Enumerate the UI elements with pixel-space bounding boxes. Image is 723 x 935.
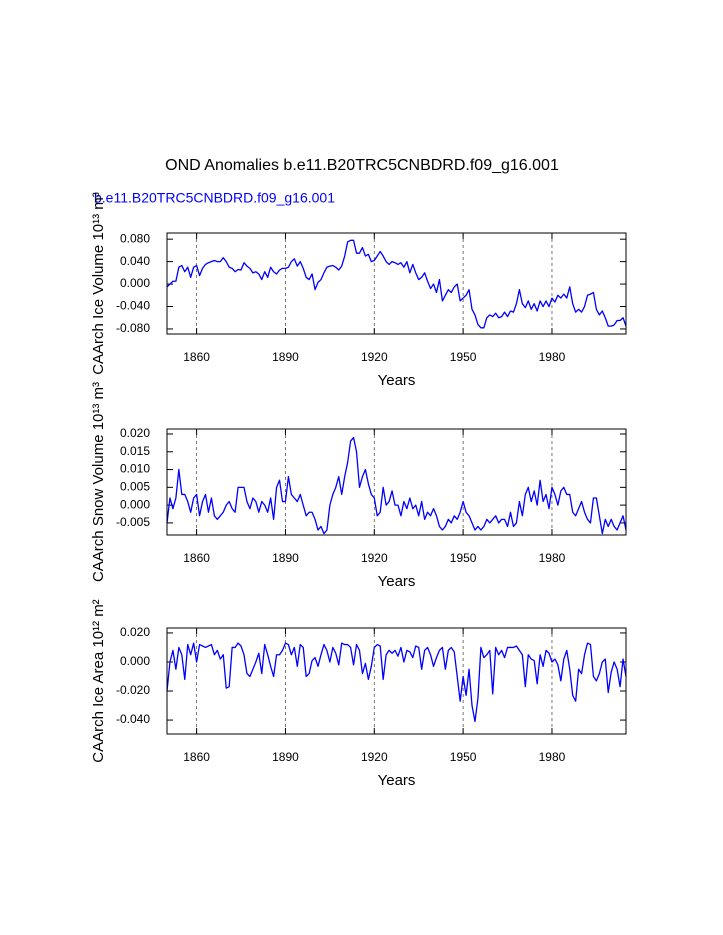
- x-axis-label: Years: [378, 772, 416, 789]
- y-tick-label: 0.000: [120, 497, 150, 511]
- x-tick-label: 1980: [539, 750, 566, 764]
- y-tick-label: 0.000: [120, 654, 150, 668]
- y-tick-label: 0.040: [120, 254, 150, 268]
- x-tick-label: 1950: [450, 350, 477, 364]
- y-tick-label: -0.020: [116, 683, 150, 697]
- y-tick-label: 0.020: [120, 426, 150, 440]
- chart-subtitle: b.e11.B20TRC5CNBDRD.f09_g16.001: [94, 190, 335, 206]
- x-tick-label: 1950: [450, 551, 477, 565]
- data-line: [166, 239, 627, 329]
- chart-title: OND Anomalies b.e11.B20TRC5CNBDRD.f09_g1…: [165, 157, 559, 174]
- plot-frame: [166, 428, 627, 536]
- y-tick-label: 0.005: [120, 480, 150, 494]
- x-tick-label: 1860: [183, 551, 210, 565]
- plot-frame: [166, 232, 627, 335]
- x-tick-label: 1890: [272, 350, 299, 364]
- y-tick-label: -0.040: [116, 299, 150, 313]
- y-axis-label: CAArch Snow Volume 10¹³ m³: [90, 382, 107, 582]
- x-tick-label: 1860: [183, 350, 210, 364]
- y-tick-label: 0.010: [120, 462, 150, 476]
- x-axis-label: Years: [378, 372, 416, 389]
- plot-frame: [166, 627, 627, 735]
- y-tick-label: 0.000: [120, 276, 150, 290]
- y-tick-label: 0.080: [120, 231, 150, 245]
- data-line: [166, 436, 627, 535]
- y-tick-label: 0.015: [120, 444, 150, 458]
- x-tick-label: 1920: [361, 350, 388, 364]
- x-tick-label: 1890: [272, 750, 299, 764]
- x-tick-label: 1980: [539, 350, 566, 364]
- x-tick-label: 1860: [183, 750, 210, 764]
- data-line: [166, 642, 627, 723]
- y-axis-label: CAArch Ice Volume 10¹³ m³: [90, 192, 107, 375]
- x-tick-label: 1890: [272, 551, 299, 565]
- y-tick-label: -0.005: [116, 515, 150, 529]
- x-axis-label: Years: [378, 573, 416, 590]
- y-axis-label: CAArch Ice Area 10¹² m²: [90, 599, 107, 762]
- x-tick-label: 1920: [361, 551, 388, 565]
- y-tick-label: -0.080: [116, 321, 150, 335]
- y-tick-label: -0.040: [116, 712, 150, 726]
- y-tick-label: 0.020: [120, 625, 150, 639]
- x-tick-label: 1920: [361, 750, 388, 764]
- x-tick-label: 1980: [539, 551, 566, 565]
- x-tick-label: 1950: [450, 750, 477, 764]
